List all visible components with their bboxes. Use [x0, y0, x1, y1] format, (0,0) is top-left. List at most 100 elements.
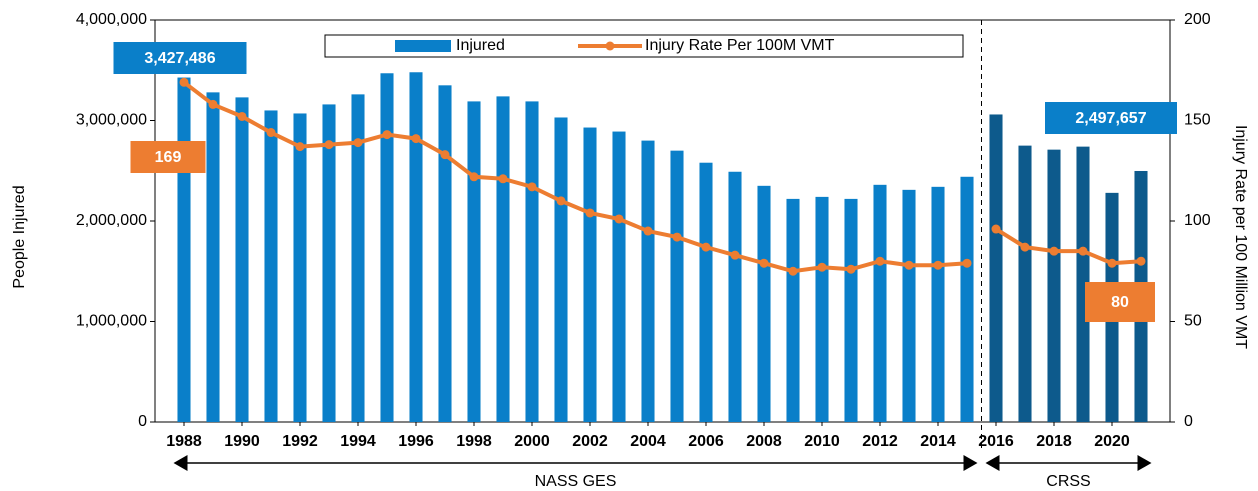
point	[933, 260, 943, 270]
point	[817, 262, 827, 272]
y-tick-label: 0	[138, 413, 147, 430]
point	[411, 134, 421, 144]
bar	[873, 184, 887, 422]
bar	[902, 189, 916, 422]
bar	[815, 196, 829, 422]
legend-label: Injury Rate Per 100M VMT	[645, 37, 835, 54]
point	[672, 232, 682, 242]
point	[469, 172, 479, 182]
x-tick-label: 1996	[398, 433, 434, 450]
bar	[612, 131, 626, 422]
bar	[554, 117, 568, 423]
bar	[496, 96, 510, 422]
plot-frame	[154, 19, 1171, 423]
x-tick-label: 2014	[920, 433, 956, 450]
x-tick-label: 1988	[166, 433, 202, 450]
arrow-head	[963, 455, 978, 471]
x-tick-label: 2016	[978, 433, 1014, 450]
x-tick-label: 2004	[630, 433, 666, 450]
point	[498, 174, 508, 184]
bar	[235, 97, 249, 422]
era-label: NASS GES	[535, 473, 617, 490]
bar	[670, 150, 684, 422]
point	[788, 266, 798, 276]
point	[585, 208, 595, 218]
point	[759, 258, 769, 268]
point	[237, 111, 247, 121]
x-tick-label: 2000	[514, 433, 550, 450]
x-tick-label: 1990	[224, 433, 260, 450]
bar	[931, 186, 945, 422]
y2-axis-title: Injury Rate per 100 Million VMT	[1232, 125, 1249, 349]
x-tick-label: 2012	[862, 433, 898, 450]
bar	[177, 77, 191, 422]
data-label: 80	[1111, 294, 1129, 311]
bar	[438, 85, 452, 422]
bar	[293, 113, 307, 422]
x-tick-label: 2002	[572, 433, 608, 450]
data-label-box	[113, 42, 247, 74]
x-tick-label: 2006	[688, 433, 724, 450]
bar	[844, 198, 858, 422]
point	[179, 77, 189, 87]
point	[1078, 246, 1088, 256]
point	[440, 150, 450, 160]
point	[527, 182, 537, 192]
y2-tick-label: 150	[1184, 112, 1211, 129]
point	[324, 140, 334, 150]
y2-tick-label: 0	[1184, 413, 1193, 430]
legend-label: Injured	[456, 37, 505, 54]
data-label-box	[1045, 102, 1177, 134]
bar	[351, 94, 365, 423]
y2-tick-label: 200	[1184, 11, 1211, 28]
point	[730, 250, 740, 260]
y2-tick-label: 100	[1184, 212, 1211, 229]
point	[556, 196, 566, 206]
x-tick-label: 1994	[340, 433, 376, 450]
bar	[409, 72, 423, 422]
point	[614, 214, 624, 224]
bar	[380, 73, 394, 422]
y-tick-label: 1,000,000	[76, 313, 147, 330]
point	[295, 142, 305, 152]
bar	[641, 140, 655, 422]
bar	[264, 110, 278, 422]
x-tick-label: 2008	[746, 433, 782, 450]
bar	[322, 104, 336, 423]
x-tick-label: 2018	[1036, 433, 1072, 450]
point	[904, 260, 914, 270]
legend-box	[324, 34, 964, 58]
point	[382, 130, 392, 140]
y2-tick-label: 50	[1184, 313, 1202, 330]
arrow-head	[1137, 455, 1152, 471]
arrow-head	[985, 455, 1000, 471]
legend-swatch	[605, 41, 615, 51]
y-tick-label: 3,000,000	[76, 112, 147, 129]
bar	[757, 185, 771, 422]
arrow-head	[173, 455, 188, 471]
bar	[989, 114, 1003, 422]
data-label: 169	[155, 149, 182, 166]
bar	[728, 171, 742, 422]
data-label: 2,497,657	[1075, 110, 1146, 127]
point	[208, 99, 218, 109]
bar	[525, 101, 539, 422]
point	[1020, 242, 1030, 252]
point	[1049, 246, 1059, 256]
y-tick-label: 4,000,000	[76, 11, 147, 28]
point	[266, 128, 276, 138]
era-label: CRSS	[1046, 473, 1090, 490]
point	[643, 226, 653, 236]
point	[846, 264, 856, 274]
bar	[960, 176, 974, 422]
y-tick-label: 2,000,000	[76, 212, 147, 229]
bar	[467, 101, 481, 422]
y-axis-title: People Injured	[11, 185, 28, 288]
point	[1107, 258, 1117, 268]
x-tick-label: 1992	[282, 433, 318, 450]
point	[991, 224, 1001, 234]
x-tick-label: 1998	[456, 433, 492, 450]
bar	[583, 127, 597, 422]
data-label-box	[130, 141, 206, 173]
